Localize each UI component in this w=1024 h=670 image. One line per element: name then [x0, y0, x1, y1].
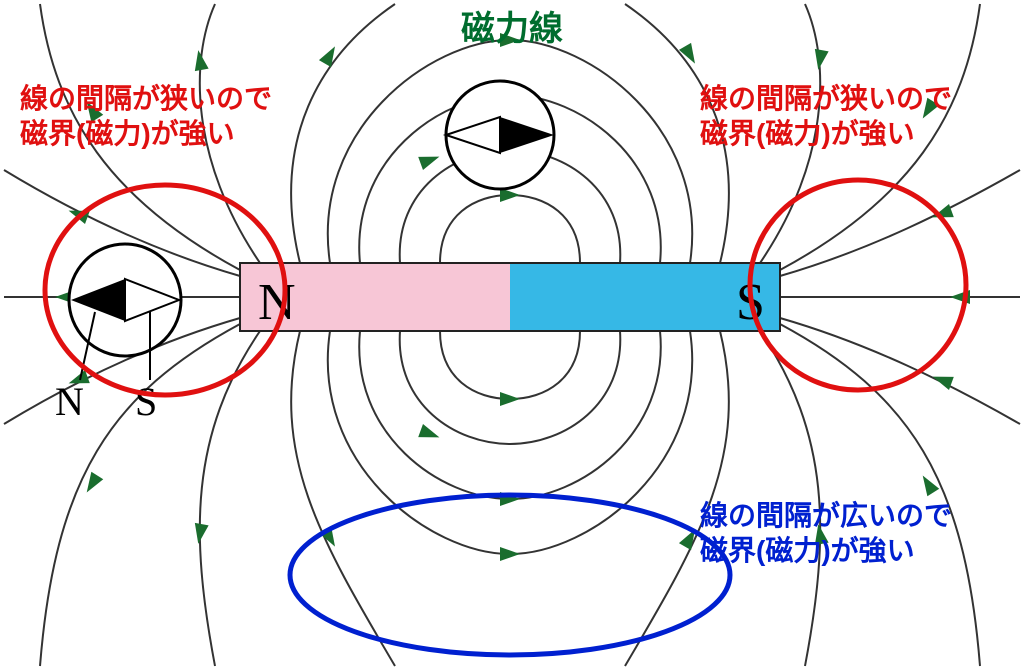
field-line — [40, 324, 240, 666]
field-arrow-icon — [500, 392, 520, 406]
compass-top — [446, 81, 554, 189]
field-line — [780, 318, 1020, 424]
field-arrow-icon — [418, 424, 442, 444]
field-arrow-icon — [418, 150, 442, 170]
diagram-title: 磁力線 — [461, 10, 563, 48]
field-arrow-icon — [500, 547, 520, 561]
field-line — [440, 195, 580, 263]
field-line — [440, 331, 580, 399]
annotation-right-line1: 線の間隔が狭いので — [700, 82, 952, 114]
field-line — [328, 331, 692, 554]
annotation-left-line2: 磁界(磁力)が強い — [20, 117, 235, 149]
emphasis-ellipse-right — [750, 180, 966, 390]
field-line — [625, 331, 729, 666]
field-line — [291, 331, 395, 666]
field-arrow-icon — [191, 49, 208, 71]
bar-magnet: N S — [240, 263, 780, 331]
field-line — [359, 331, 661, 499]
compass-left-s-label: S — [135, 379, 157, 424]
field-line — [291, 4, 395, 263]
emphasis-ellipse-bottom — [290, 495, 730, 655]
field-line — [780, 324, 980, 666]
annotation-right: 線の間隔が狭いので 磁界(磁力)が強い — [700, 82, 960, 149]
compass-left-n-label: N — [55, 379, 84, 424]
annotation-left-line1: 線の間隔が狭いので — [20, 82, 272, 114]
annotation-bottom: 線の間隔が広いので 磁界(磁力)が強い — [700, 499, 960, 566]
annotation-bottom-line2: 磁界(磁力)が強い — [700, 534, 915, 566]
field-line — [400, 331, 621, 444]
magnetic-field-diagram: N S N S 磁力線 線の間隔が狭いので 磁界(磁力)が強い 線の間隔が狭いの… — [0, 0, 1024, 670]
annotation-bottom-line1: 線の間隔が広いので — [700, 499, 952, 531]
annotation-left: 線の間隔が狭いので 磁界(磁力)が強い — [20, 82, 280, 149]
field-line — [200, 331, 260, 666]
annotation-right-line2: 磁界(磁力)が強い — [700, 117, 915, 149]
